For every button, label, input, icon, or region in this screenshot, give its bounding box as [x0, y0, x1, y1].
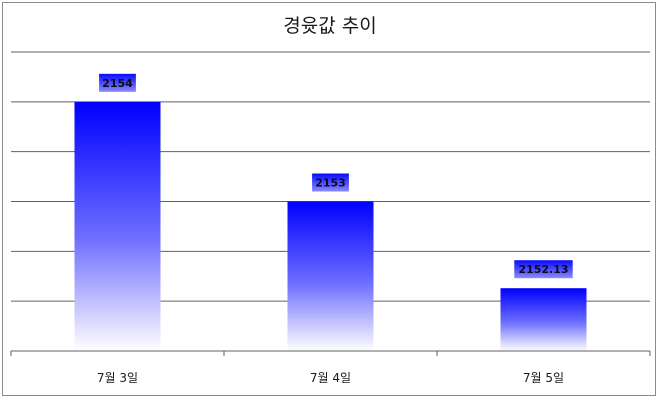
data-label-background: [312, 173, 349, 192]
data-label: 2154: [102, 77, 133, 90]
data-label-background: [99, 73, 136, 92]
x-tick-label: 7월 4일: [310, 371, 351, 385]
data-label: 2152.13: [518, 263, 568, 276]
bar: [287, 201, 374, 351]
bar: [500, 288, 587, 351]
x-axis-ticks: 7월 3일 7월 4일 7월 5일: [10, 351, 651, 385]
chart-title: 경윳값 추이: [283, 15, 376, 37]
data-labels: 2154 2153 2152.13: [99, 73, 573, 279]
bars: [74, 101, 587, 351]
bar: [74, 101, 161, 351]
data-label: 2153: [315, 177, 346, 190]
data-label-background: [514, 260, 573, 279]
x-tick-label: 7월 3일: [97, 371, 138, 385]
x-tick-label: 7월 5일: [523, 371, 564, 385]
